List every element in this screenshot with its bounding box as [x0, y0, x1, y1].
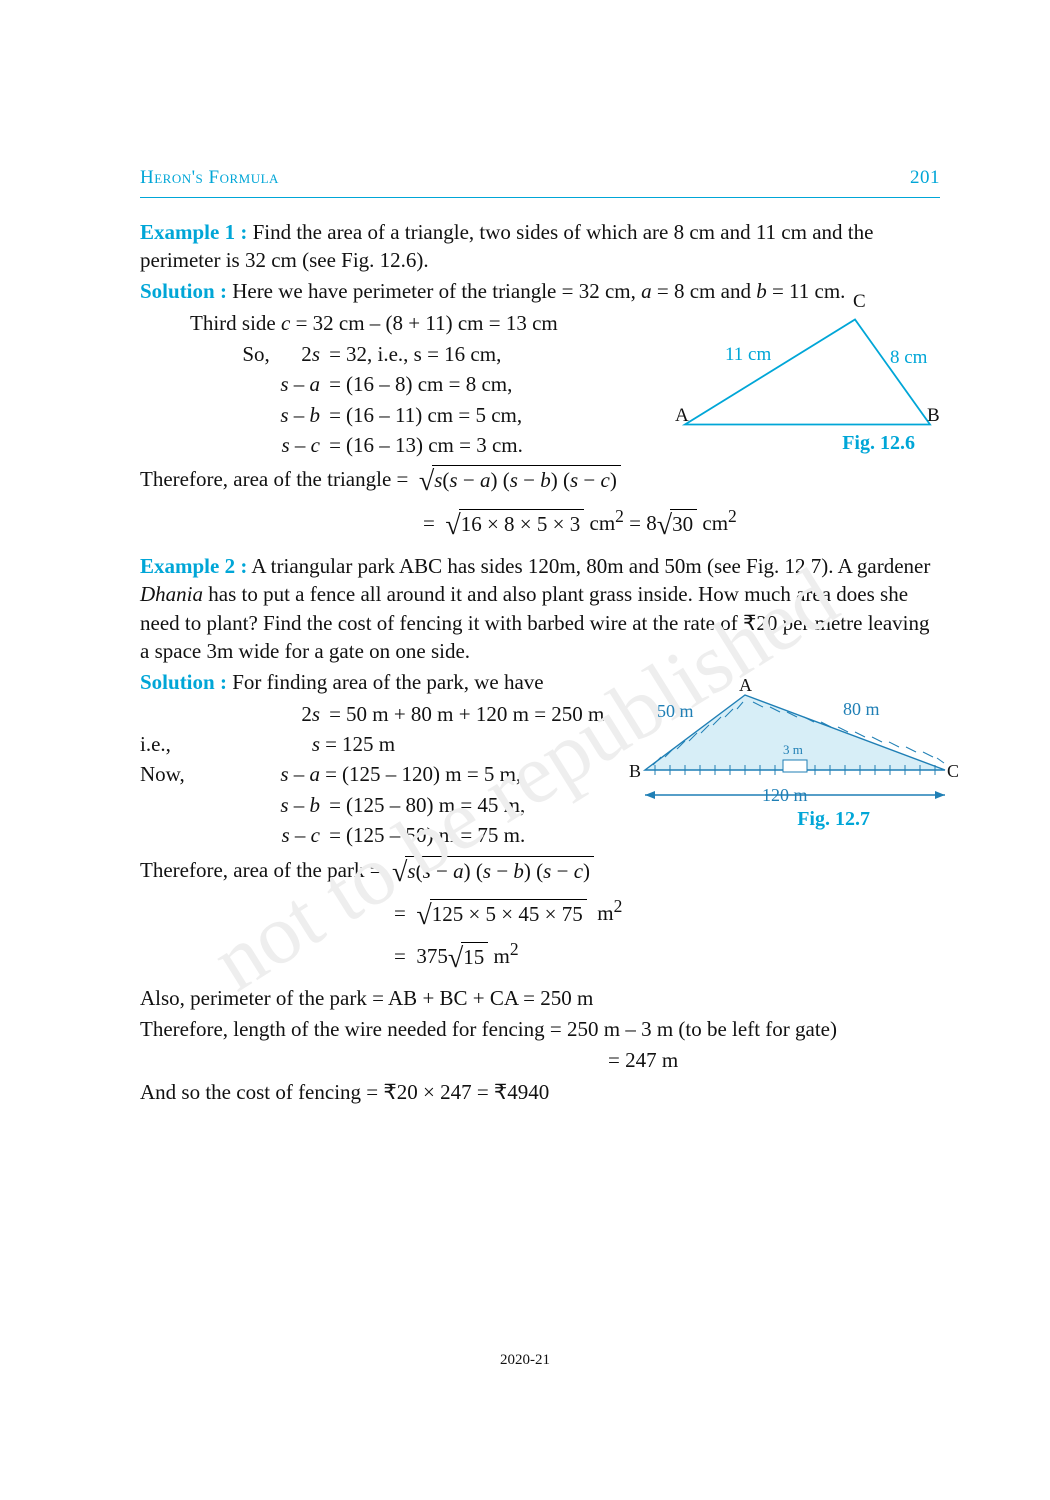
- example1-text: Find the area of a triangle, two sides o…: [140, 220, 873, 272]
- fig-12-6: A B C 11 cm 8 cm: [665, 297, 950, 452]
- ex2-area-line: Therefore, area of the park = √s(s − a) …: [140, 856, 940, 885]
- fencing-line2: = 247 m: [608, 1046, 940, 1074]
- footer: 2020-21: [0, 1350, 1050, 1370]
- example1: Example 1 : Find the area of a triangle,…: [140, 218, 940, 275]
- ex1-area-eval: = √16 × 8 × 5 × 3 cm2 = 8√30 cm2: [423, 505, 940, 538]
- solution-label: Solution :: [140, 279, 227, 303]
- ex2-area-eval2: = 375√15 m2: [394, 938, 940, 971]
- example2: Example 2 : A triangular park ABC has si…: [140, 552, 940, 665]
- solution-label-2: Solution :: [140, 670, 227, 694]
- fencing-line1: Therefore, length of the wire needed for…: [140, 1015, 940, 1043]
- fig126-caption: Fig. 12.6: [842, 430, 915, 457]
- perimeter-line: Also, perimeter of the park = AB + BC + …: [140, 984, 940, 1012]
- ex2-area-eval1: = √125 × 5 × 45 × 75 m2: [394, 895, 940, 928]
- fig127-caption: Fig. 12.7: [797, 806, 870, 833]
- cost-line: And so the cost of fencing = ₹20 × 247 =…: [140, 1078, 940, 1106]
- example2-heading: Example 2 :: [140, 554, 247, 578]
- page-header: Heron's Formula 201: [140, 165, 940, 198]
- example2-text: A triangular park ABC has sides 120m, 80…: [140, 554, 930, 663]
- fig-12-7: A B C 50 m 80 m 120 m 3 m: [615, 675, 975, 825]
- page-number: 201: [910, 165, 940, 191]
- solution2-text: For finding area of the park, we have: [232, 670, 543, 694]
- header-title: Heron's Formula: [140, 165, 279, 191]
- example1-heading: Example 1 :: [140, 220, 247, 244]
- ex1-area-line: Therefore, area of the triangle = √s(s −…: [140, 465, 940, 494]
